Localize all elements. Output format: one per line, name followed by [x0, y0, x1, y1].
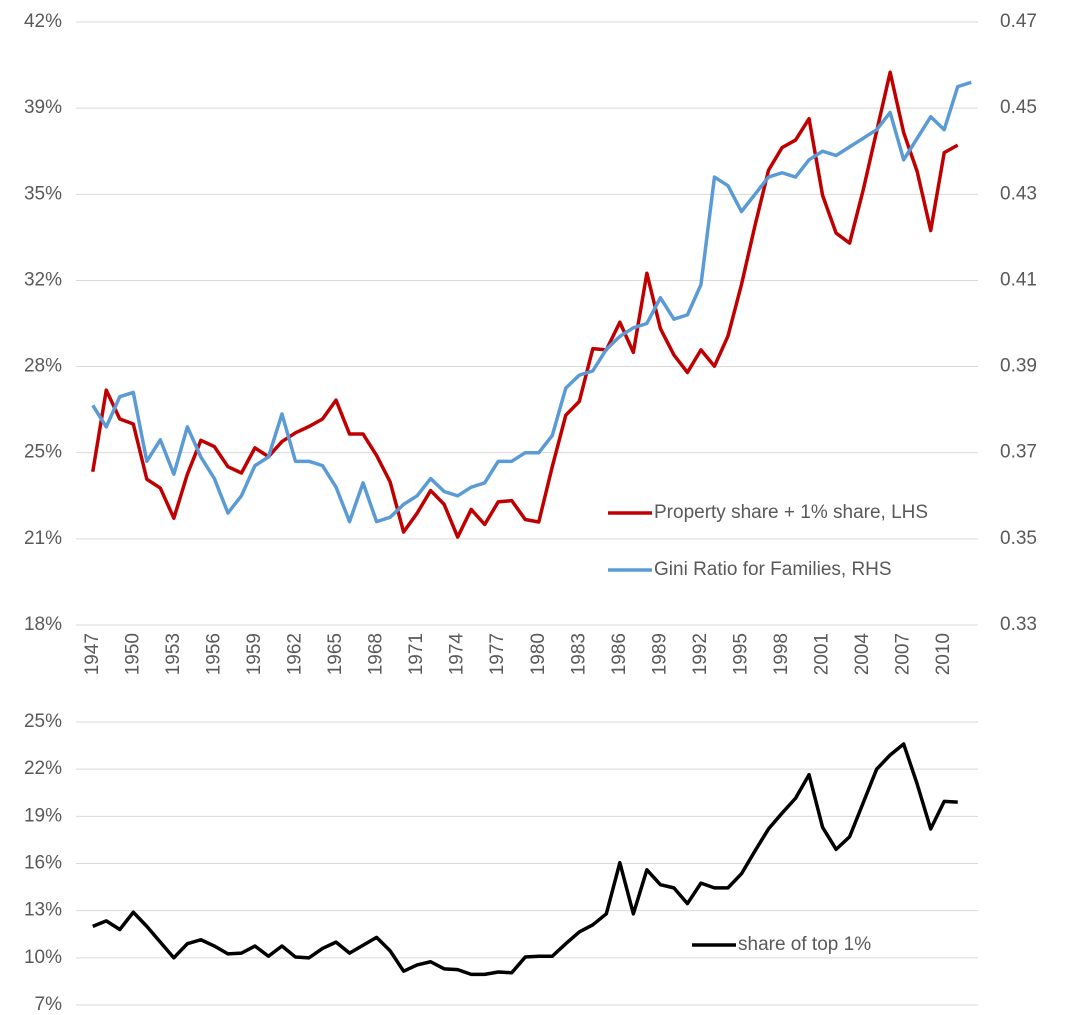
- x-tick-label: 1992: [690, 633, 711, 675]
- y-tick-label: 13%: [24, 900, 62, 921]
- y2-tick-label: 0.39: [1000, 356, 1037, 377]
- y-tick-label: 35%: [24, 183, 62, 204]
- y-tick-label: 21%: [24, 528, 62, 549]
- legend-label: share of top 1%: [738, 934, 871, 955]
- x-tick-label: 1959: [244, 633, 265, 675]
- x-tick-label: 1998: [771, 633, 792, 675]
- y-tick-label: 18%: [24, 614, 62, 635]
- y-tick-label: 25%: [24, 711, 62, 732]
- x-tick-label: 1986: [609, 633, 630, 675]
- y-tick-label: 39%: [24, 97, 62, 118]
- y2-tick-label: 0.41: [1000, 269, 1037, 290]
- x-tick-label: 1962: [285, 633, 306, 675]
- y2-tick-label: 0.37: [1000, 442, 1037, 463]
- y-tick-label: 42%: [24, 11, 62, 32]
- x-tick-label: 1965: [325, 633, 346, 675]
- x-tick-label: 1995: [731, 633, 752, 675]
- x-tick-label: 2001: [812, 633, 833, 675]
- y-tick-label: 32%: [24, 270, 62, 291]
- y-tick-label: 22%: [24, 758, 62, 779]
- y-tick-label: 19%: [24, 805, 62, 826]
- x-tick-label: 1980: [528, 633, 549, 675]
- x-tick-label: 1950: [122, 633, 143, 675]
- x-tick-label: 1953: [163, 633, 184, 675]
- x-tick-label: 2004: [852, 633, 873, 676]
- y2-tick-label: 0.45: [1000, 97, 1037, 118]
- x-tick-label: 1971: [406, 633, 427, 675]
- x-tick-label: 1947: [82, 633, 103, 675]
- x-tick-label: 1956: [203, 633, 224, 675]
- x-tick-label: 2010: [933, 633, 954, 675]
- x-tick-label: 1974: [447, 633, 468, 676]
- legend-label: Gini Ratio for Families, RHS: [654, 559, 892, 580]
- series-line: [91, 70, 959, 539]
- x-tick-label: 1977: [487, 633, 508, 675]
- y2-tick-label: 0.33: [1000, 614, 1037, 635]
- y-tick-label: 10%: [24, 947, 62, 968]
- x-tick-label: 1968: [366, 633, 387, 675]
- y2-tick-label: 0.43: [1000, 183, 1037, 204]
- legend-label: Property share + 1% share, LHS: [654, 502, 928, 523]
- y2-tick-label: 0.35: [1000, 528, 1037, 549]
- y-tick-label: 7%: [35, 994, 63, 1015]
- y-tick-label: 28%: [24, 355, 62, 376]
- y2-tick-label: 0.47: [1000, 11, 1037, 32]
- series-line: [92, 742, 958, 977]
- x-tick-label: 2007: [893, 633, 914, 675]
- y-tick-label: 25%: [24, 442, 62, 463]
- x-tick-label: 1983: [568, 633, 589, 675]
- series-line: [91, 80, 972, 524]
- x-tick-label: 1989: [649, 633, 670, 675]
- y-tick-label: 16%: [24, 853, 62, 874]
